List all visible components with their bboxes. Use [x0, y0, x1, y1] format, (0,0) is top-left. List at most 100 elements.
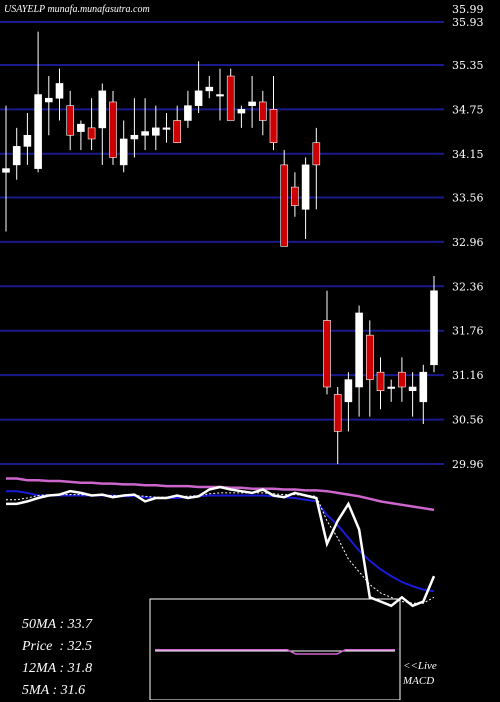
y-tick-label: 29.96	[452, 458, 484, 471]
ma-dotted-line	[6, 492, 435, 604]
macd-panel-frame	[149, 598, 401, 700]
y-tick-label: 30.56	[452, 414, 484, 427]
candle-body	[152, 127, 160, 136]
macd-line	[155, 649, 395, 655]
candle-body	[98, 90, 107, 129]
candle-body	[408, 386, 417, 392]
candle-body	[109, 101, 117, 158]
candle	[419, 364, 428, 425]
candle	[109, 90, 117, 165]
candle	[344, 372, 353, 432]
candle	[162, 113, 171, 143]
y-tick-label: 35.35	[452, 59, 484, 72]
y-tick-label: 35.93	[452, 16, 484, 29]
candle-body	[173, 120, 181, 143]
candle-body	[280, 164, 289, 247]
candle	[376, 357, 385, 410]
stat-price-value: 32.5	[67, 639, 93, 654]
stat-50ma: 50MA : 33.7	[22, 617, 93, 632]
stats-block: 50MA : 33.7 Price : 32.5 12MA : 31.8 5MA…	[22, 614, 92, 702]
candle	[333, 387, 342, 464]
candle	[226, 68, 235, 121]
stat-50ma-label: 50MA	[22, 617, 56, 632]
candle	[216, 68, 224, 121]
y-tick-label: 31.16	[452, 369, 484, 382]
moving-average-lines	[6, 477, 436, 608]
stat-price-label: Price	[22, 639, 53, 654]
candle-body	[387, 386, 396, 389]
y-tick-label: 34.75	[452, 103, 484, 116]
candle	[269, 76, 278, 151]
candle	[66, 90, 74, 151]
ma-mid-line	[6, 490, 435, 593]
candle-body	[55, 83, 64, 99]
candle	[430, 275, 438, 373]
macd-live-line1: <<Live	[403, 660, 437, 672]
candle-body	[12, 146, 21, 166]
ticker-label: USAYELP munafa.munafasutra.com	[4, 4, 150, 15]
candle-body	[205, 86, 214, 92]
candle	[205, 76, 214, 99]
candle	[355, 305, 363, 417]
candle-body	[119, 138, 128, 166]
candle	[87, 98, 96, 151]
macd-live-label: <<Live MACD	[403, 659, 437, 689]
ma-short-line	[6, 485, 436, 608]
candle	[280, 150, 289, 247]
candle-body	[301, 164, 310, 210]
candle	[184, 90, 192, 128]
y-axis-ticks: 35.93 35.35 34.75 34.15 33.56 32.96 32.36 31.76…	[452, 3, 484, 471]
candle-body	[344, 379, 353, 403]
candle	[387, 379, 396, 402]
candle-body	[323, 320, 331, 388]
stat-5ma-label: 5MA	[22, 683, 49, 698]
candle-body	[162, 127, 171, 130]
candle-body	[355, 312, 363, 388]
candle	[194, 61, 203, 114]
candle-body	[376, 371, 385, 392]
candle-body	[419, 371, 428, 403]
candle	[55, 68, 64, 121]
candle-body	[141, 131, 149, 136]
y-tick-label: 33.56	[452, 191, 484, 204]
candle-body	[87, 127, 96, 140]
candle-body	[237, 109, 246, 114]
candle	[23, 113, 32, 165]
candle	[237, 105, 246, 128]
candle	[291, 172, 299, 217]
candle	[119, 120, 128, 173]
macd-live-line2: MACD	[403, 675, 435, 687]
candle	[34, 31, 42, 173]
candle	[98, 83, 107, 165]
candle-body	[365, 334, 374, 380]
candle-body	[430, 290, 438, 366]
candle-body	[258, 101, 267, 121]
candle-body	[226, 75, 235, 121]
candle-body	[184, 105, 192, 121]
candle	[77, 120, 85, 151]
stat-5ma-value: 31.6	[60, 683, 86, 698]
stat-50ma-value: 33.7	[67, 617, 93, 632]
y-tick-label: 32.96	[452, 236, 484, 249]
candle	[258, 90, 267, 136]
candle	[152, 105, 160, 151]
candle	[312, 127, 321, 210]
candle	[44, 76, 53, 136]
stat-price: Price : 32.5	[22, 639, 93, 654]
stat-5ma: 5MA : 31.6	[22, 683, 86, 698]
candle-body	[23, 134, 32, 147]
candle	[141, 98, 149, 151]
candle-body	[77, 123, 85, 132]
candle-body	[2, 168, 10, 173]
y-tick-label: 31.76	[452, 325, 484, 338]
candle-body	[248, 101, 256, 106]
candle	[365, 320, 374, 417]
candle	[12, 127, 21, 180]
candle-body	[269, 109, 278, 143]
y-top-label: 35.99	[452, 3, 484, 16]
candle-body	[312, 142, 321, 166]
candle-body	[333, 394, 342, 432]
candle	[248, 76, 256, 128]
candle	[173, 105, 181, 143]
